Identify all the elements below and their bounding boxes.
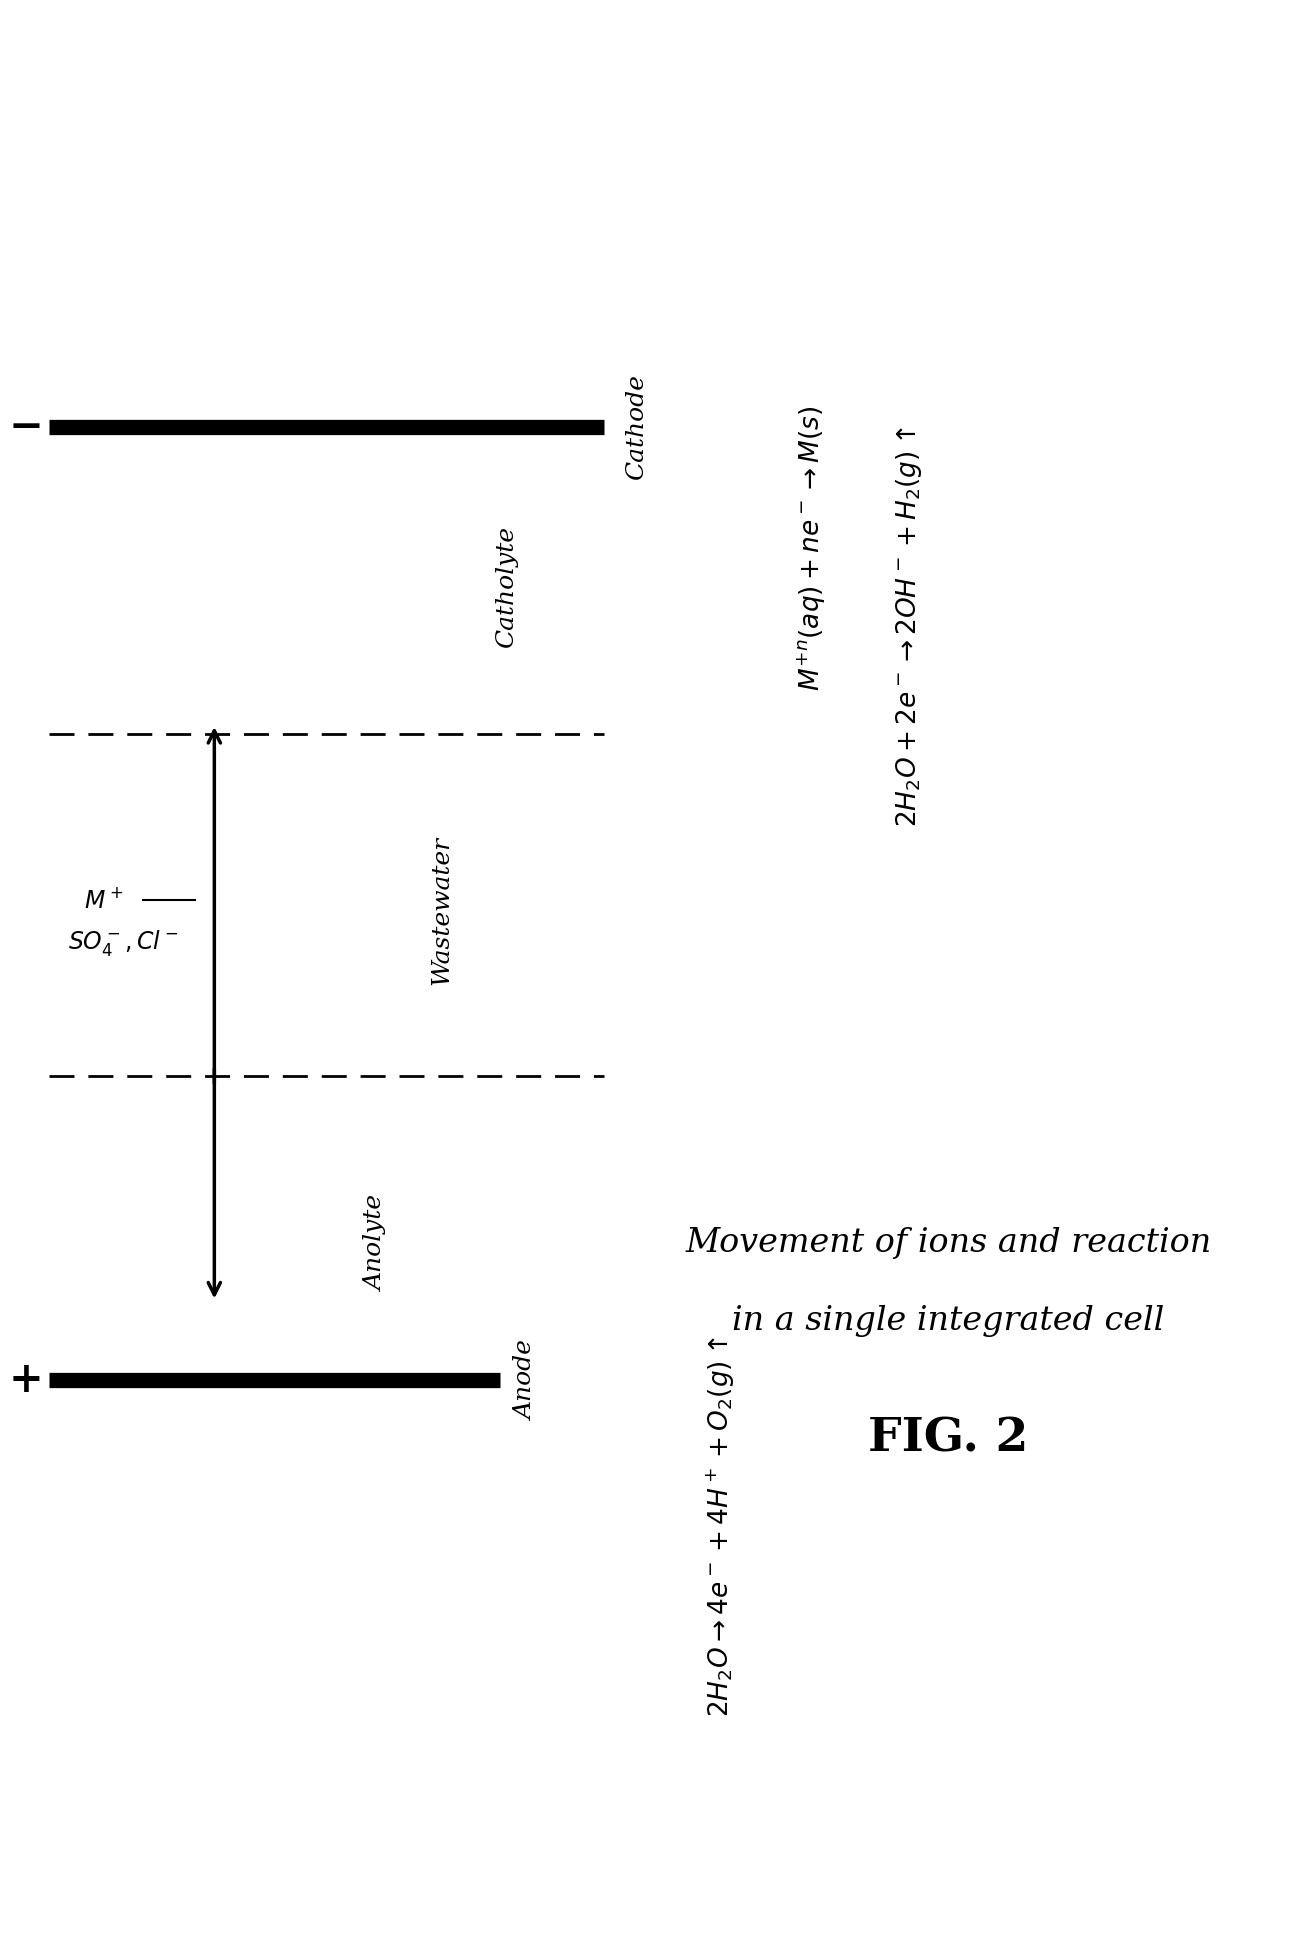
Text: $2H_2O \rightarrow 4e^- + 4H^+ + O_2(g)\uparrow$: $2H_2O \rightarrow 4e^- + 4H^+ + O_2(g)\… (705, 1337, 737, 1716)
Text: Wastewater: Wastewater (430, 836, 453, 984)
Text: Anode: Anode (514, 1341, 538, 1419)
Text: Anolyte: Anolyte (365, 1194, 388, 1292)
Text: $2H_2O + 2e^- \rightarrow 2OH^- + H_2(g)\uparrow$: $2H_2O + 2e^- \rightarrow 2OH^- + H_2(g)… (894, 427, 925, 826)
Text: Movement of ions and reaction: Movement of ions and reaction (685, 1227, 1212, 1258)
Text: $M^+$: $M^+$ (84, 888, 123, 912)
Text: $SO_4^-, Cl^-$: $SO_4^-, Cl^-$ (68, 928, 179, 959)
Text: Cathode: Cathode (625, 374, 648, 479)
Text: $M^{+n}(aq) + ne^- \rightarrow M(s)$: $M^{+n}(aq) + ne^- \rightarrow M(s)$ (796, 405, 827, 691)
Text: +: + (9, 1358, 43, 1401)
Text: FIG. 2: FIG. 2 (868, 1415, 1029, 1462)
Text: in a single integrated cell: in a single integrated cell (733, 1305, 1164, 1337)
Text: Catholyte: Catholyte (495, 526, 518, 648)
Text: −: − (9, 405, 43, 448)
